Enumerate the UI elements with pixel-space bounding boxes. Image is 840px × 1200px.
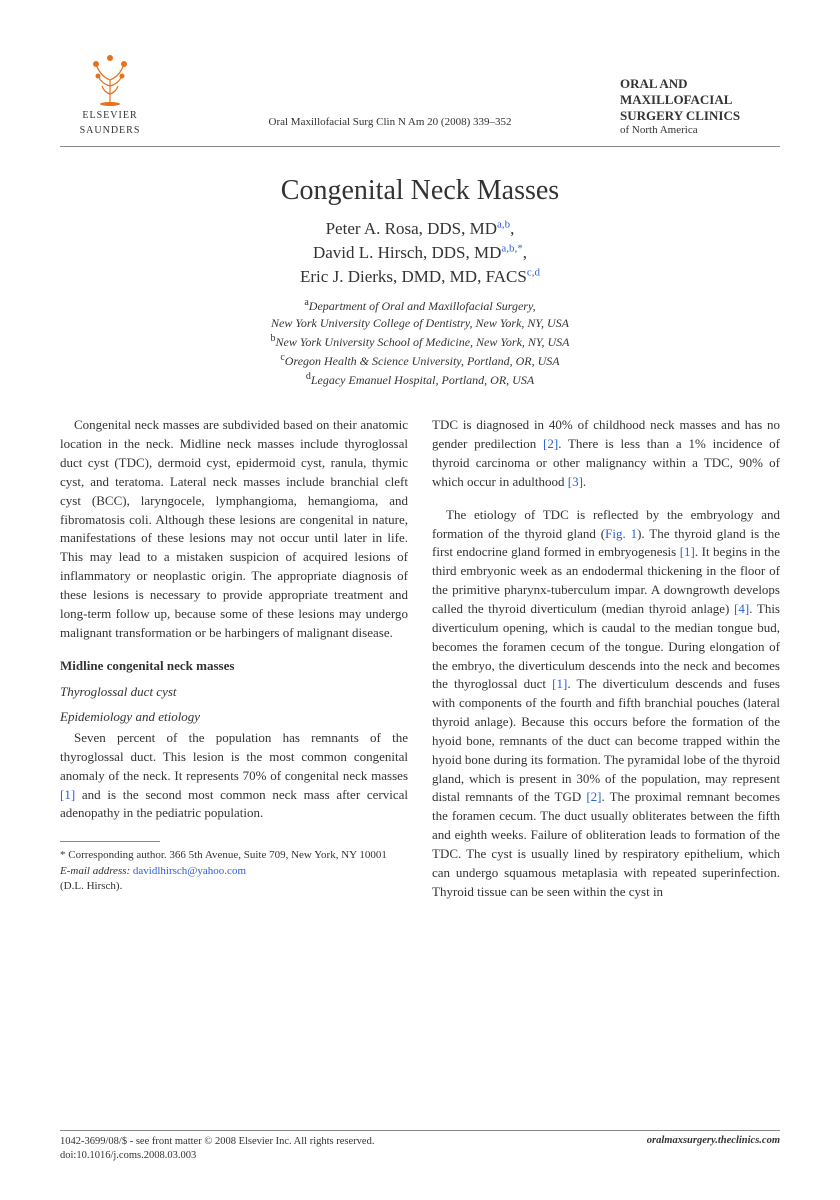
- c2p1c: .: [583, 474, 586, 489]
- journal-name-l3: SURGERY CLINICS: [620, 108, 780, 124]
- footer-bar: 1042-3699/08/$ - see front matter © 2008…: [60, 1130, 780, 1164]
- author-3: Eric J. Dierks, DMD, MD, FACS: [300, 267, 527, 286]
- header-row: ELSEVIER SAUNDERS Oral Maxillofacial Sur…: [60, 50, 780, 136]
- author-1: Peter A. Rosa, DDS, MD: [326, 219, 497, 238]
- c2p2f: . The proximal remnant becomes the foram…: [432, 789, 780, 898]
- affil-b: New York University School of Medicine, …: [276, 335, 570, 349]
- authors-block: Peter A. Rosa, DDS, MD a,b, David L. Hirs…: [60, 217, 780, 288]
- author-2: David L. Hirsch, DDS, MD: [313, 243, 501, 262]
- footnote-text: Corresponding author. 366 5th Avenue, Su…: [66, 849, 387, 861]
- subsub-heading-epi: Epidemiology and etiology: [60, 708, 408, 727]
- ref-2b[interactable]: [2]: [586, 789, 601, 804]
- journal-name-l4: of North America: [620, 124, 780, 136]
- journal-url[interactable]: oralmaxsurgery.theclinics.com: [647, 1135, 780, 1164]
- ref-2[interactable]: [2]: [543, 436, 558, 451]
- copyright-line2: doi:10.1016/j.coms.2008.03.003: [60, 1149, 374, 1164]
- author-2-sup: a,b,: [501, 242, 517, 254]
- citation-text: Oral Maxillofacial Surg Clin N Am 20 (20…: [170, 116, 610, 128]
- elsevier-tree-icon: [86, 50, 134, 106]
- journal-name-l1: ORAL AND: [620, 76, 780, 92]
- footer-row: 1042-3699/08/$ - see front matter © 2008…: [60, 1135, 780, 1164]
- ref-1b[interactable]: [1]: [680, 544, 695, 559]
- col2-p1: TDC is diagnosed in 40% of childhood nec…: [432, 416, 780, 491]
- ref-4[interactable]: [4]: [734, 601, 749, 616]
- intro-para: Congenital neck masses are subdivided ba…: [60, 416, 408, 642]
- affil-c: Oregon Health & Science University, Port…: [285, 354, 560, 368]
- ref-3[interactable]: [3]: [568, 474, 583, 489]
- footnote-email[interactable]: davidlhirsch@yahoo.com: [133, 865, 246, 877]
- affil-a: Department of Oral and Maxillofacial Sur…: [309, 299, 536, 313]
- article-title: Congenital Neck Masses: [60, 175, 780, 207]
- epi-text-a: Seven percent of the population has remn…: [60, 730, 408, 783]
- publisher-name-top: ELSEVIER: [82, 110, 137, 121]
- copyright-line1: 1042-3699/08/$ - see front matter © 2008…: [60, 1135, 374, 1150]
- epi-para: Seven percent of the population has remn…: [60, 729, 408, 823]
- epi-text-b: and is the second most common neck mass …: [60, 787, 408, 821]
- subsection-heading-tdc: Thyroglossal duct cyst: [60, 683, 408, 702]
- footnote-block: * Corresponding author. 366 5th Avenue, …: [60, 848, 408, 894]
- column-left: Congenital neck masses are subdivided ba…: [60, 416, 408, 915]
- author-2-star: *: [517, 242, 523, 254]
- journal-name-l2: MAXILLOFACIAL: [620, 92, 780, 108]
- journal-name-block: ORAL AND MAXILLOFACIAL SURGERY CLINICS o…: [620, 76, 780, 136]
- column-right: TDC is diagnosed in 40% of childhood nec…: [432, 416, 780, 915]
- header-divider: [60, 146, 780, 147]
- affil-d: Legacy Emanuel Hospital, Portland, OR, U…: [311, 373, 534, 387]
- publisher-name-bottom: SAUNDERS: [80, 125, 141, 136]
- affiliations-block: aDepartment of Oral and Maxillofacial Su…: [60, 296, 780, 388]
- fig-1[interactable]: Fig. 1: [605, 526, 637, 541]
- col2-p2: The etiology of TDC is reflected by the …: [432, 506, 780, 902]
- c2p2e: . The diverticulum descends and fuses wi…: [432, 676, 780, 804]
- author-1-sup: a,b: [497, 218, 510, 230]
- body-columns: Congenital neck masses are subdivided ba…: [60, 416, 780, 915]
- footnote-name: (D.L. Hirsch).: [60, 880, 122, 892]
- footnote-email-label: E-mail address:: [60, 865, 130, 877]
- ref-1[interactable]: [1]: [60, 787, 75, 802]
- author-3-sup: c,d: [527, 266, 540, 278]
- publisher-logo-block: ELSEVIER SAUNDERS: [60, 50, 160, 136]
- affil-a-line2: New York University College of Dentistry…: [271, 316, 569, 330]
- copyright-block: 1042-3699/08/$ - see front matter © 2008…: [60, 1135, 374, 1164]
- footer-divider: [60, 1130, 780, 1131]
- ref-1c[interactable]: [1]: [552, 676, 567, 691]
- section-heading-midline: Midline congenital neck masses: [60, 657, 408, 676]
- footnote-divider: [60, 841, 160, 842]
